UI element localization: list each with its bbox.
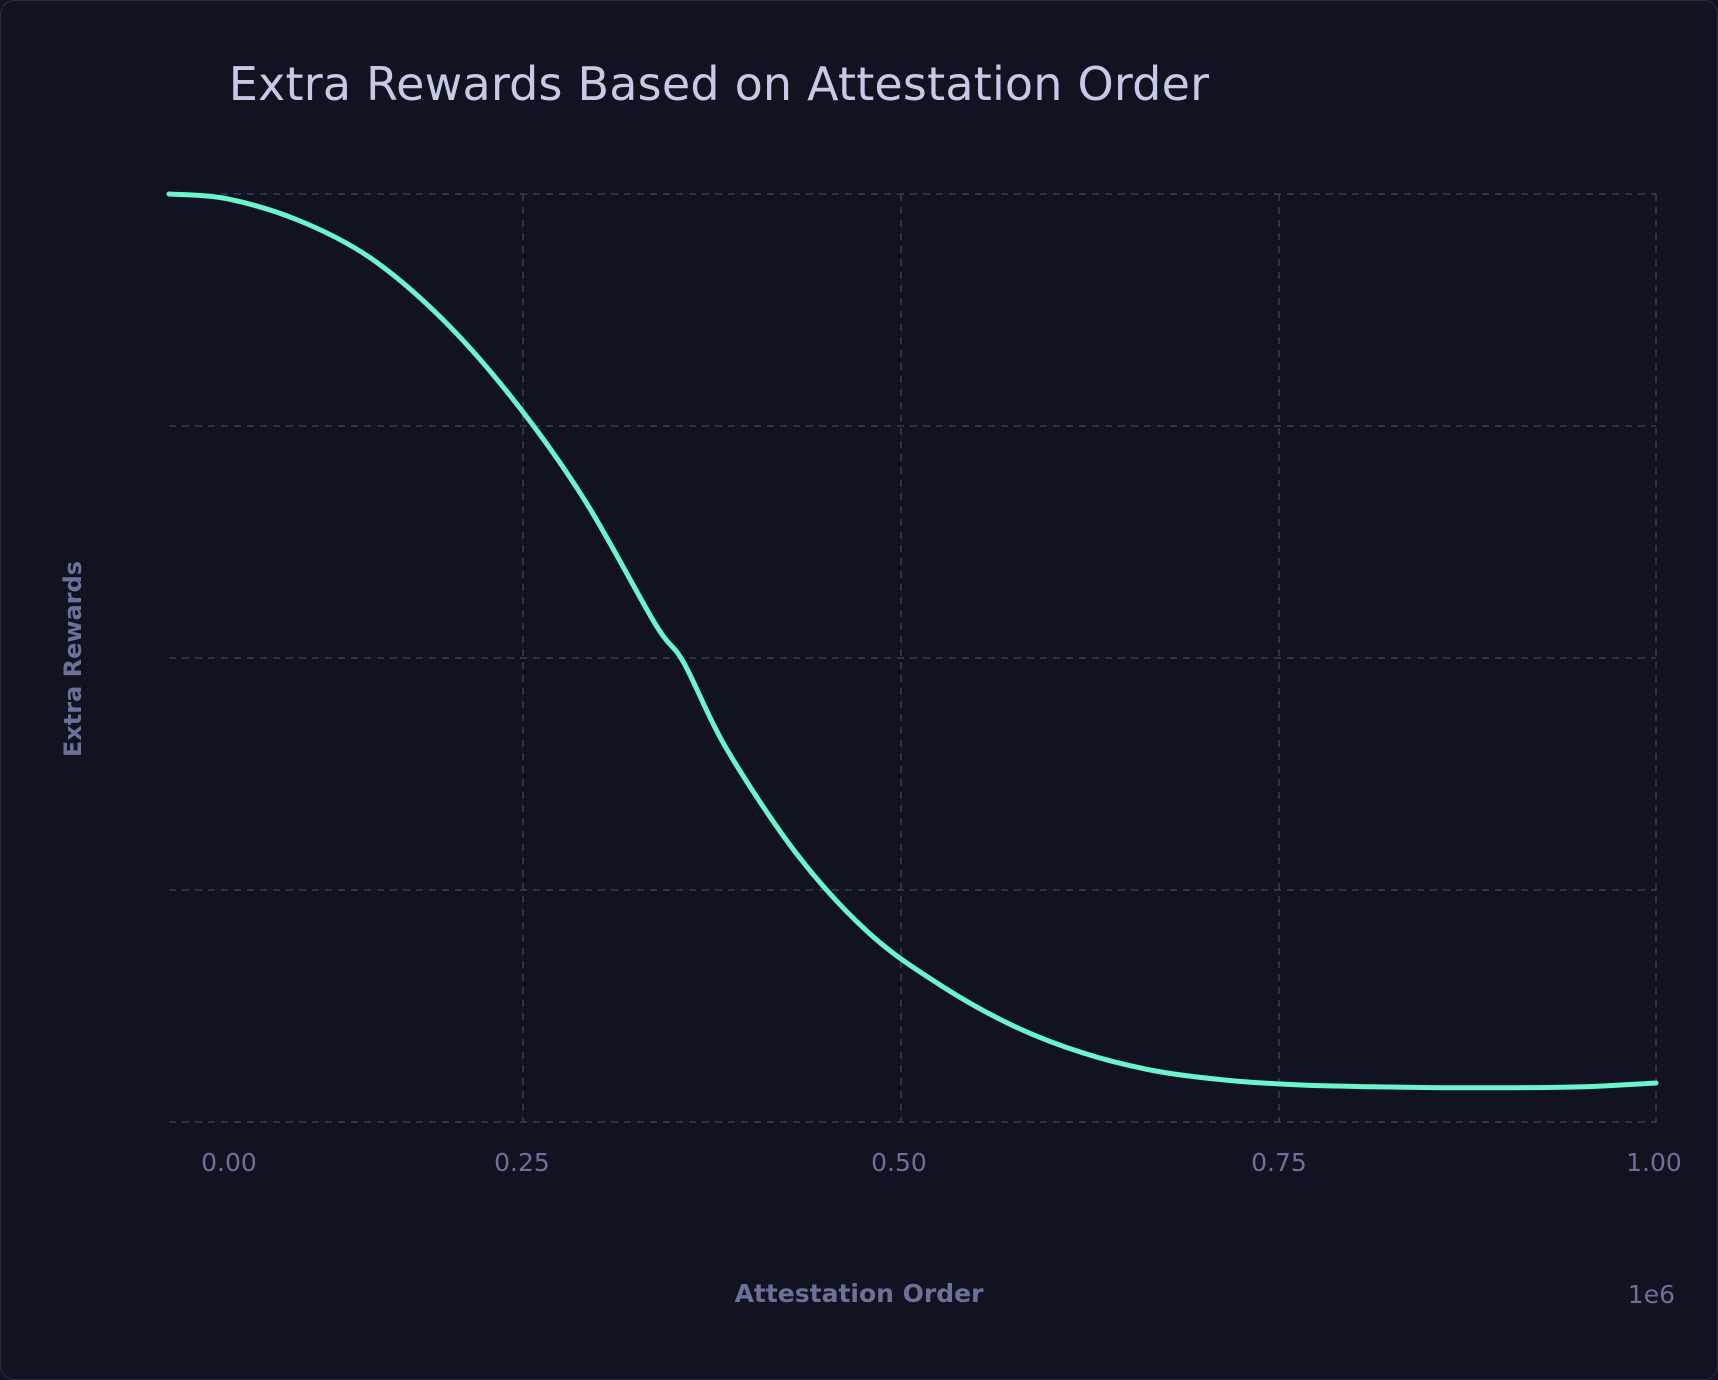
x-tick-label: 0.25 [494, 1148, 550, 1177]
y-axis-label: Extra Rewards [59, 560, 87, 758]
x-tick-label: 0.75 [1251, 1148, 1307, 1177]
x-tick-label: 1.00 [1626, 1148, 1682, 1177]
x-tick-label: 0.00 [201, 1148, 257, 1177]
x-axis-offset-label: 1e6 [1627, 1280, 1675, 1309]
series-line [166, 191, 1659, 1091]
chart-title: Extra Rewards Based on Attestation Order [228, 57, 1210, 111]
x-axis-label: Attestation Order [734, 1279, 984, 1308]
x-tick-label: 0.50 [871, 1148, 927, 1177]
